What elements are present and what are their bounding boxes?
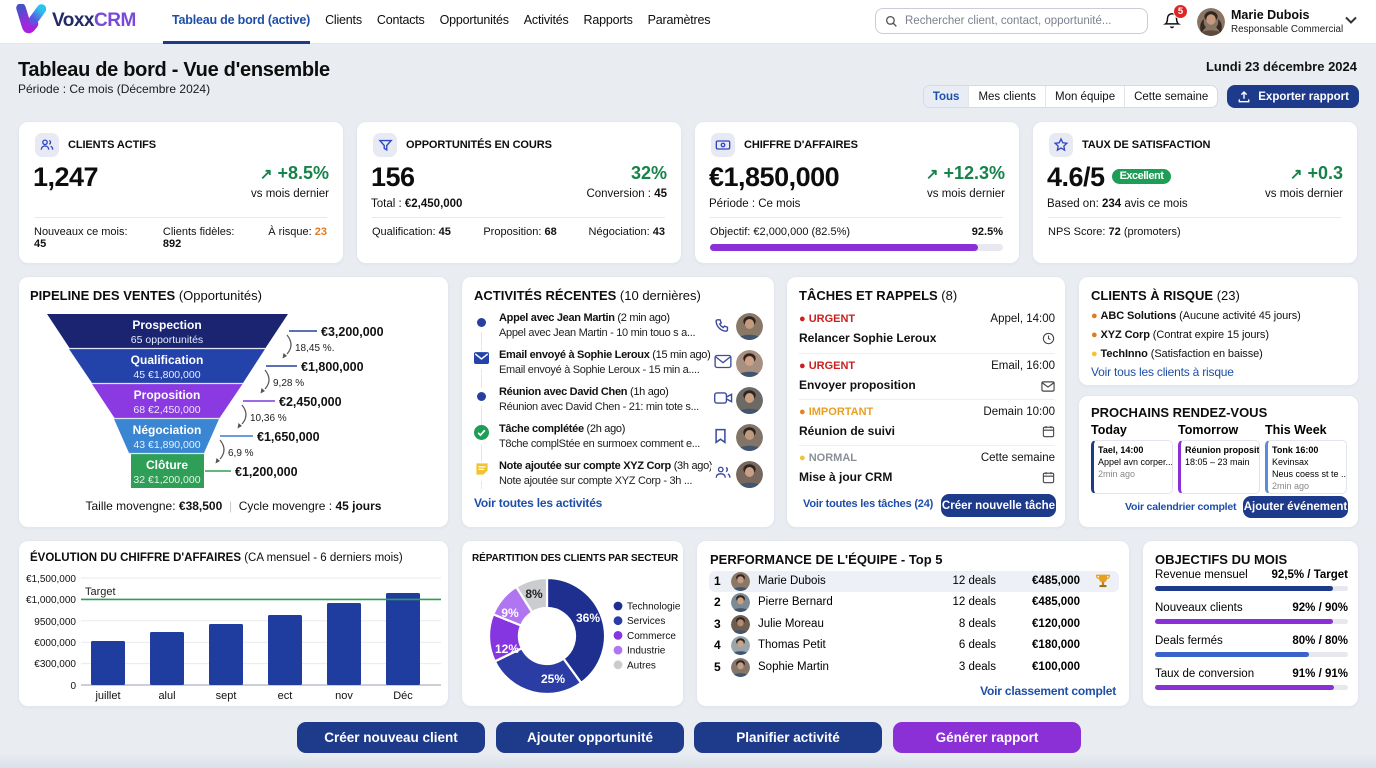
svg-text:Services: Services <box>627 616 665 627</box>
svg-text:Clôture: Clôture <box>146 458 188 472</box>
svg-text:Commerce: Commerce <box>627 631 676 642</box>
svg-text:0: 0 <box>70 681 76 692</box>
svg-text:9%: 9% <box>501 606 519 620</box>
svg-text:€1,200,000: €1,200,000 <box>235 465 298 479</box>
svg-text:43 €1,890,000: 43 €1,890,000 <box>133 439 200 451</box>
svg-text:€1,800,000: €1,800,000 <box>301 360 364 374</box>
svg-text:alul: alul <box>158 690 175 702</box>
svg-text:Déc: Déc <box>393 690 413 702</box>
svg-text:Qualification: Qualification <box>131 353 204 367</box>
svg-text:€2,450,000: €2,450,000 <box>279 395 342 409</box>
svg-text:9,28 %: 9,28 % <box>273 378 304 389</box>
svg-text:12%: 12% <box>495 642 519 656</box>
svg-text:€000,000: €000,000 <box>34 638 76 649</box>
svg-text:10,36 %: 10,36 % <box>250 413 287 424</box>
svg-text:32 €1,200,000: 32 €1,200,000 <box>133 474 200 486</box>
svg-text:€1,650,000: €1,650,000 <box>257 430 320 444</box>
svg-text:juillet: juillet <box>94 690 120 702</box>
svg-text:65 opportunités: 65 opportunités <box>131 334 203 346</box>
svg-text:25%: 25% <box>541 672 565 686</box>
svg-text:Technologie: Technologie <box>627 602 681 613</box>
svg-text:Industrie: Industrie <box>627 646 666 657</box>
svg-text:€300,000: €300,000 <box>34 659 76 670</box>
svg-text:nov: nov <box>335 690 353 702</box>
svg-text:Proposition: Proposition <box>134 388 201 402</box>
svg-text:68 €2,450,000: 68 €2,450,000 <box>133 404 200 416</box>
svg-text:8%: 8% <box>525 587 543 601</box>
svg-text:Autres: Autres <box>627 660 656 671</box>
svg-text:sept: sept <box>216 690 237 702</box>
svg-text:Prospection: Prospection <box>132 318 201 332</box>
svg-text:€1,500,000: €1,500,000 <box>26 574 76 585</box>
svg-text:45 €1,800,000: 45 €1,800,000 <box>133 369 200 381</box>
svg-text:Target: Target <box>85 586 116 598</box>
svg-text:ect: ect <box>278 690 293 702</box>
svg-text:36%: 36% <box>576 611 600 625</box>
svg-text:18,45 %.: 18,45 %. <box>295 343 334 354</box>
svg-text:6,9 %: 6,9 % <box>228 448 254 459</box>
svg-text:€1,000,000: €1,000,000 <box>26 595 76 606</box>
svg-text:€3,200,000: €3,200,000 <box>321 325 384 339</box>
svg-text:Négociation: Négociation <box>133 423 202 437</box>
svg-text:9500,000: 9500,000 <box>34 617 76 628</box>
